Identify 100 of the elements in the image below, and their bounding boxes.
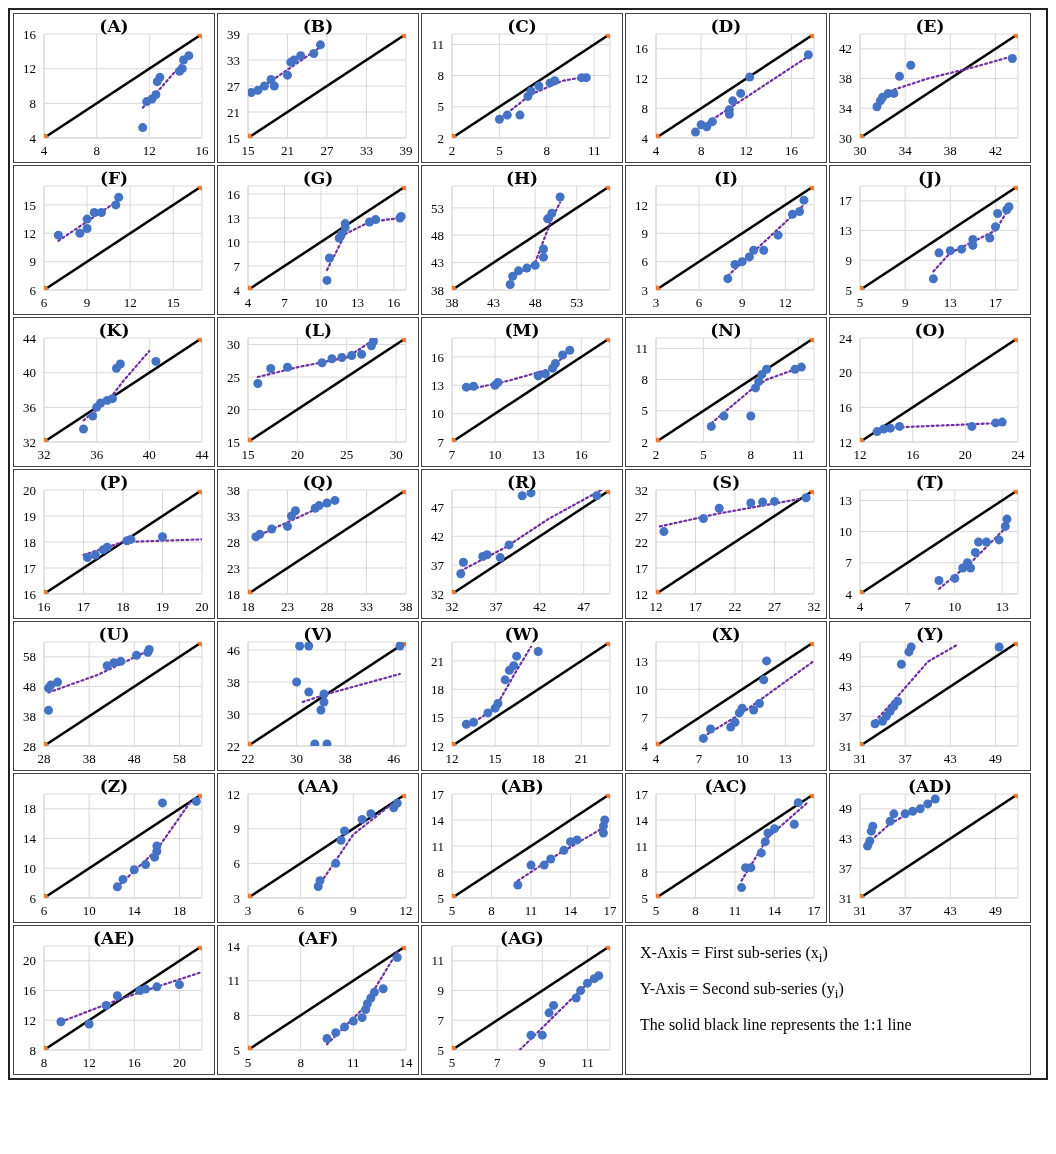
x-tick-label: 10 (82, 903, 96, 919)
point (347, 351, 357, 361)
y-tick-label: 30 (227, 337, 240, 353)
y-tick-label: 25 (227, 369, 240, 385)
x-tick-label: 27 (320, 143, 334, 159)
chart-title: (AE) (91, 928, 137, 948)
x-tick-label: 49 (988, 903, 1002, 919)
point (184, 51, 194, 61)
point (749, 245, 759, 255)
point (576, 986, 586, 996)
point (889, 809, 899, 819)
chart-title: (P) (99, 472, 129, 492)
y-tick-label: 8 (437, 864, 444, 880)
y-tick-label: 12 (23, 61, 36, 77)
point (736, 88, 746, 98)
point (787, 209, 797, 219)
y-tick-label: 5 (845, 282, 852, 298)
point (895, 421, 904, 431)
y-tick-label: 5 (233, 1042, 240, 1058)
point (558, 350, 568, 360)
chart-title: (D) (709, 16, 743, 36)
point (730, 259, 740, 269)
y-tick-label: 20 (227, 402, 240, 418)
point (571, 993, 581, 1003)
point (324, 253, 334, 263)
point (957, 244, 967, 254)
point (461, 719, 471, 729)
point (304, 642, 314, 651)
point (290, 506, 300, 516)
y-tick-label: 13 (431, 377, 444, 393)
y-tick-label: 9 (845, 252, 852, 268)
point (559, 845, 569, 855)
point (331, 858, 341, 868)
point (295, 642, 305, 651)
point (540, 369, 550, 379)
y-tick-label: 48 (431, 227, 444, 243)
y-tick-label: 7 (437, 434, 445, 450)
line-series (82, 349, 151, 422)
x-tick-label: 42 (533, 599, 547, 615)
x-tick-label: 44 (195, 447, 209, 463)
x-tick-label: 36 (90, 447, 104, 463)
y-tick-label: 36 (23, 399, 37, 415)
x-tick-label: 11 (347, 1055, 360, 1071)
x-tick-label: 43 (943, 903, 957, 919)
x-tick-label: 23 (281, 599, 294, 615)
y-tick-label: 6 (233, 855, 241, 871)
y-tick-label: 8 (641, 100, 648, 116)
y-tick-label: 14 (227, 938, 241, 954)
point (737, 257, 747, 267)
point (594, 971, 604, 981)
y-tick-label: 22 (227, 738, 240, 754)
chart-title: (A) (99, 16, 129, 36)
chart-title: (G) (301, 168, 335, 188)
y-tick-label: 44 (23, 330, 37, 346)
x-tick-label: 22 (728, 599, 742, 615)
point (993, 208, 1003, 218)
point (111, 200, 121, 210)
y-tick-label: 5 (437, 890, 444, 906)
point (340, 1022, 350, 1032)
point (84, 1019, 94, 1029)
x-tick-label: 17 (807, 903, 821, 919)
point (737, 883, 747, 893)
point (56, 1017, 66, 1027)
y-tick-label: 18 (23, 801, 36, 817)
x-tick-label: 8 (93, 143, 100, 159)
y-tick-label: 12 (839, 434, 852, 450)
point (500, 675, 510, 685)
x-tick-label: 20 (172, 1055, 186, 1071)
x-tick-label: 9 (738, 295, 746, 311)
y-tick-label: 16 (431, 349, 445, 365)
y-tick-label: 6 (29, 282, 37, 298)
x-tick-label: 5 (448, 1055, 456, 1071)
point (930, 794, 940, 804)
y-tick-label: 9 (233, 821, 240, 837)
chart-title: (AG) (499, 928, 545, 948)
point (526, 860, 536, 870)
y-tick-label: 15 (23, 197, 36, 213)
point (310, 739, 320, 746)
x-tick-label: 48 (528, 295, 542, 311)
x-tick-label: 2 (448, 143, 456, 159)
point (141, 984, 151, 994)
y-tick-label: 17 (635, 560, 649, 576)
x-tick-label: 7 (695, 751, 703, 767)
x-tick-label: 12 (778, 295, 792, 311)
y-tick-label: 7 (641, 710, 649, 726)
point (754, 698, 764, 708)
point (746, 498, 756, 508)
x-tick-label: 39 (399, 143, 413, 159)
y-tick-label: 17 (635, 786, 649, 802)
point (908, 806, 918, 816)
y-tick-label: 9 (641, 225, 648, 241)
point (283, 362, 292, 372)
chart-title: (N) (709, 320, 743, 340)
chart-title: (S) (711, 472, 741, 492)
point (151, 356, 161, 366)
chart-title: (AC) (704, 776, 748, 796)
y-tick-label: 28 (23, 738, 36, 754)
y-tick-label: 6 (29, 890, 37, 906)
x-tick-label: 18 (116, 599, 130, 615)
y-tick-label: 8 (641, 864, 648, 880)
